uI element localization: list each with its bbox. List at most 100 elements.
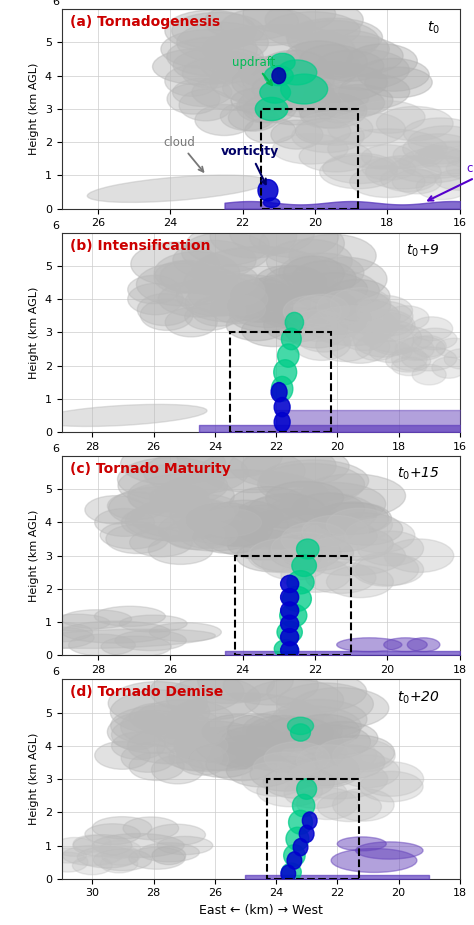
Ellipse shape [148,536,213,564]
Ellipse shape [185,303,235,330]
Ellipse shape [277,60,317,85]
Ellipse shape [384,637,427,652]
Ellipse shape [329,290,391,321]
Ellipse shape [260,81,291,104]
Ellipse shape [289,234,376,278]
Ellipse shape [109,487,214,529]
X-axis label: East ← (km) → West: East ← (km) → West [199,904,323,917]
Ellipse shape [234,64,291,92]
Ellipse shape [302,257,387,302]
Ellipse shape [317,290,373,324]
Ellipse shape [153,48,246,85]
Ellipse shape [257,776,322,807]
Ellipse shape [63,845,122,866]
Ellipse shape [247,494,326,528]
Ellipse shape [150,485,209,512]
Ellipse shape [288,758,360,787]
Ellipse shape [292,555,317,576]
Ellipse shape [196,724,295,767]
Ellipse shape [283,586,311,611]
Ellipse shape [167,83,220,114]
Ellipse shape [233,496,339,538]
Ellipse shape [100,522,164,549]
Ellipse shape [259,54,356,91]
Ellipse shape [264,266,327,301]
Ellipse shape [327,508,392,541]
Ellipse shape [166,677,260,720]
Ellipse shape [198,509,262,536]
Ellipse shape [178,506,288,546]
Ellipse shape [210,295,265,324]
Ellipse shape [287,759,388,799]
Ellipse shape [262,549,328,580]
Ellipse shape [129,847,185,870]
Ellipse shape [247,716,318,748]
Ellipse shape [331,848,417,872]
Ellipse shape [228,105,278,131]
Ellipse shape [172,12,264,49]
Ellipse shape [186,225,269,265]
Ellipse shape [314,49,409,90]
Ellipse shape [119,615,187,632]
Ellipse shape [327,279,390,313]
Ellipse shape [393,142,445,167]
Text: vorticity: vorticity [221,145,279,184]
Ellipse shape [416,174,469,200]
Ellipse shape [292,120,365,153]
Text: (d) Tornado Demise: (d) Tornado Demise [70,685,223,699]
Ellipse shape [267,672,367,712]
Bar [236,556,351,656]
Ellipse shape [356,553,424,586]
Ellipse shape [281,865,296,882]
Ellipse shape [154,252,240,293]
Ellipse shape [302,515,368,547]
Ellipse shape [165,10,256,51]
Ellipse shape [87,175,268,203]
Ellipse shape [236,733,346,772]
Ellipse shape [300,303,366,339]
Ellipse shape [173,47,267,83]
Ellipse shape [390,154,472,183]
Ellipse shape [287,571,314,594]
Ellipse shape [281,74,328,104]
Ellipse shape [176,276,261,316]
Ellipse shape [182,58,239,88]
Text: cloud: cloud [163,136,203,172]
Ellipse shape [280,604,307,627]
Ellipse shape [273,360,297,385]
Ellipse shape [95,742,150,770]
Ellipse shape [165,520,225,549]
Ellipse shape [345,518,415,552]
Ellipse shape [408,126,474,159]
Ellipse shape [343,327,385,351]
Ellipse shape [101,845,140,865]
Ellipse shape [272,75,322,101]
Ellipse shape [198,660,293,702]
Ellipse shape [337,755,400,787]
Ellipse shape [228,530,303,560]
Ellipse shape [249,723,344,767]
Ellipse shape [207,500,283,534]
Ellipse shape [107,710,203,753]
Ellipse shape [95,509,155,536]
Ellipse shape [401,347,457,371]
Ellipse shape [293,270,379,312]
Ellipse shape [281,536,354,571]
Ellipse shape [264,12,360,48]
Ellipse shape [356,842,423,859]
Ellipse shape [281,615,299,633]
Ellipse shape [229,444,336,487]
Ellipse shape [286,18,383,56]
Ellipse shape [225,284,310,327]
Ellipse shape [260,222,345,265]
Ellipse shape [281,602,299,619]
Ellipse shape [92,833,184,857]
Ellipse shape [333,789,394,821]
Ellipse shape [128,484,187,512]
Ellipse shape [356,335,398,361]
Ellipse shape [92,817,152,839]
Ellipse shape [101,636,171,657]
Ellipse shape [220,726,288,757]
Ellipse shape [106,524,169,553]
Ellipse shape [281,642,299,659]
